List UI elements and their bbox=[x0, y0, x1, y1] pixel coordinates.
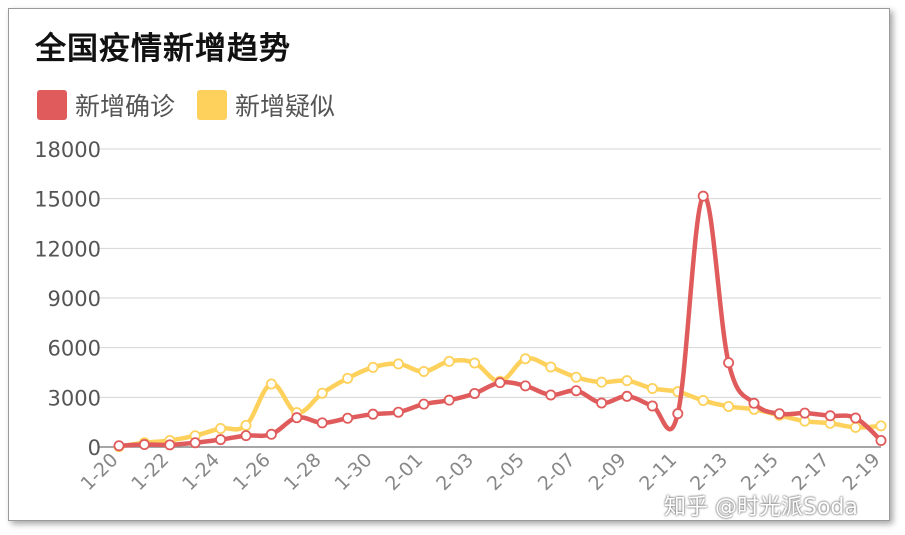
data-point-0-2-11 bbox=[672, 408, 684, 420]
data-point-0-2-17 bbox=[824, 410, 836, 422]
data-point-0-2-08 bbox=[596, 397, 608, 409]
data-point-0-1-22 bbox=[164, 439, 176, 451]
data-point-1-2-02 bbox=[443, 355, 455, 367]
legend-item-suspected[interactable]: 新增疑似 bbox=[197, 87, 335, 123]
x-tick-label-2-01: 2-01 bbox=[381, 449, 427, 495]
data-point-1-2-10 bbox=[646, 382, 658, 394]
data-point-0-2-07 bbox=[570, 385, 582, 397]
x-tick-label-2-07: 2-07 bbox=[534, 449, 580, 495]
legend-swatch-suspected bbox=[197, 90, 228, 120]
data-point-1-1-29 bbox=[342, 372, 354, 384]
legend-label-confirmed: 新增确诊 bbox=[75, 92, 176, 121]
line-chart: 0 3000 6000 9000 12000 15000 18000 1-20 1-22 1-24… bbox=[34, 138, 887, 495]
data-point-1-2-18 bbox=[850, 421, 862, 433]
y-tick-label-18000: 18000 bbox=[34, 138, 101, 162]
data-point-0-1-27 bbox=[291, 412, 303, 424]
data-point-0-1-31 bbox=[392, 406, 404, 418]
x-tick-label-1-30: 1-30 bbox=[330, 449, 376, 495]
data-point-0-2-15 bbox=[773, 408, 785, 420]
x-tick-label-2-05: 2-05 bbox=[483, 449, 529, 495]
y-tick-label-6000: 6000 bbox=[48, 337, 101, 361]
data-point-0-1-21 bbox=[138, 439, 150, 451]
x-tick-label-1-22: 1-22 bbox=[127, 449, 173, 495]
legend-label-suspected: 新增疑似 bbox=[235, 92, 336, 121]
x-tick-label-1-24: 1-24 bbox=[178, 449, 224, 495]
data-point-0-1-25 bbox=[240, 430, 252, 442]
y-tick-label-15000: 15000 bbox=[34, 188, 101, 212]
data-point-0-2-06 bbox=[545, 389, 557, 401]
data-point-1-1-25 bbox=[240, 419, 252, 431]
series-line-1 bbox=[116, 356, 884, 449]
data-point-0-2-02 bbox=[443, 394, 455, 406]
data-point-1-1-30 bbox=[367, 361, 379, 373]
y-tick-label-3000: 3000 bbox=[48, 386, 101, 410]
data-point-0-1-26 bbox=[265, 428, 277, 440]
data-point-1-2-07 bbox=[570, 371, 582, 383]
legend-swatch-confirmed bbox=[37, 90, 67, 120]
data-point-0-1-23 bbox=[189, 437, 201, 449]
data-point-1-1-31 bbox=[392, 358, 404, 370]
data-point-0-2-18 bbox=[850, 412, 862, 424]
data-point-0-1-30 bbox=[367, 408, 379, 420]
y-tick-label-0: 0 bbox=[88, 436, 101, 460]
data-point-0-2-14 bbox=[748, 397, 760, 409]
x-tick-label-2-09: 2-09 bbox=[584, 449, 630, 495]
x-tick-label-2-03: 2-03 bbox=[432, 449, 478, 495]
data-point-1-2-01 bbox=[418, 365, 430, 377]
chart-legend: 新增确诊 新增疑似 bbox=[37, 87, 357, 123]
data-point-0-2-05 bbox=[519, 380, 531, 392]
watermark: 知乎 @时光派Soda bbox=[664, 495, 858, 520]
data-point-1-2-03 bbox=[469, 357, 481, 369]
data-point-0-1-24 bbox=[215, 434, 227, 446]
data-point-1-2-12 bbox=[697, 395, 709, 407]
y-tick-label-9000: 9000 bbox=[48, 287, 101, 311]
data-point-1-2-05 bbox=[519, 353, 531, 365]
data-point-0-1-28 bbox=[316, 417, 328, 429]
data-point-1-2-19 bbox=[875, 420, 887, 432]
data-point-0-2-16 bbox=[799, 407, 811, 419]
data-point-0-2-19 bbox=[875, 434, 887, 446]
data-point-0-2-13 bbox=[723, 357, 735, 369]
data-point-1-2-13 bbox=[723, 400, 735, 412]
data-point-1-2-09 bbox=[621, 375, 633, 387]
data-point-0-2-12 bbox=[697, 190, 709, 202]
data-point-1-2-06 bbox=[545, 361, 557, 373]
x-tick-label-1-26: 1-26 bbox=[229, 449, 275, 495]
legend-item-confirmed[interactable]: 新增确诊 bbox=[37, 87, 175, 123]
x-tick-label-1-20: 1-20 bbox=[76, 449, 122, 495]
data-point-0-2-01 bbox=[418, 398, 430, 410]
chart-frame: 全国疫情新增趋势 新增确诊 新增疑似 0 3000 6000 9000 12000 150… bbox=[8, 8, 890, 521]
data-point-1-1-26 bbox=[265, 378, 277, 390]
data-point-0-2-10 bbox=[646, 400, 658, 412]
series-line-0 bbox=[116, 193, 884, 448]
chart-title: 全国疫情新增趋势 bbox=[35, 31, 291, 67]
y-tick-label-12000: 12000 bbox=[34, 237, 101, 261]
data-point-1-2-08 bbox=[596, 376, 608, 388]
data-point-0-2-04 bbox=[494, 377, 506, 389]
data-point-1-1-28 bbox=[316, 387, 328, 399]
data-point-0-2-03 bbox=[469, 387, 481, 399]
x-tick-label-1-28: 1-28 bbox=[280, 449, 326, 495]
data-point-1-1-24 bbox=[215, 422, 227, 434]
data-point-0-2-09 bbox=[621, 390, 633, 402]
data-point-0-1-20 bbox=[113, 440, 125, 452]
data-point-0-1-29 bbox=[342, 412, 354, 424]
